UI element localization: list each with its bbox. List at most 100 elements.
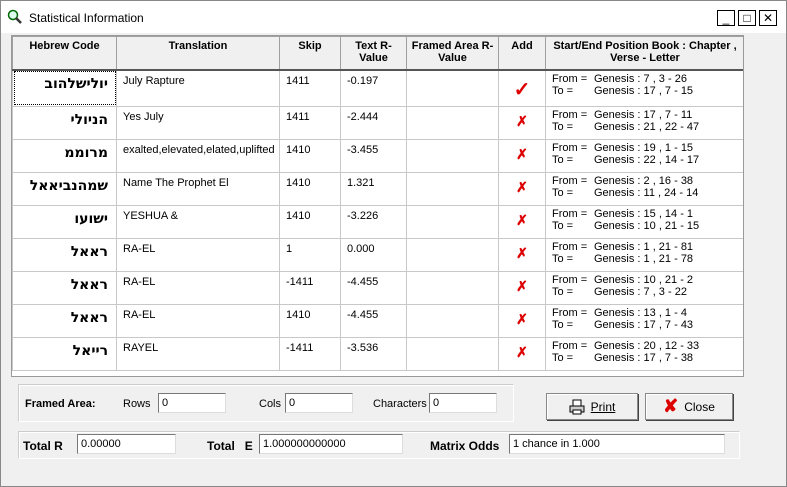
add-cell[interactable]: ✗ <box>498 105 546 140</box>
hebrew-code-cell[interactable]: מרוממ <box>12 138 117 173</box>
framed-area-r-value-cell[interactable] <box>406 204 499 239</box>
matrix-odds-input[interactable] <box>509 434 725 454</box>
position-cell[interactable]: From = Genesis : 1 , 21 - 81 To = Genesis :… <box>545 237 743 272</box>
framed-area-r-value-cell[interactable] <box>406 171 499 206</box>
table-row[interactable]: ראאל RA-EL 1410 -4.455 ✗ From = Genesis : 13 ,… <box>12 303 743 338</box>
table-row[interactable]: שמהנביאאל Name The Prophet El 1410 1.321 ✗ Fr… <box>12 171 743 206</box>
framed-area-r-value-cell[interactable] <box>406 303 499 338</box>
position-cell[interactable]: From = Genesis : 10 , 21 - 2 To = Genesis :… <box>545 270 743 305</box>
add-cell[interactable]: ✗ <box>498 204 546 239</box>
add-cell[interactable]: ✗ <box>498 336 546 371</box>
skip-cell[interactable]: 1410 <box>279 204 341 239</box>
rows-input[interactable] <box>158 393 226 413</box>
position-cell[interactable]: From = Genesis : 2 , 16 - 38 To = Genesis :… <box>545 171 743 206</box>
hebrew-code-cell[interactable]: יולישלהוב <box>12 69 117 107</box>
maximize-button[interactable]: □ <box>738 10 756 26</box>
position-cell[interactable]: From = Genesis : 19 , 1 - 15 To = Genesis :… <box>545 138 743 173</box>
translation-cell[interactable]: Name The Prophet El <box>116 171 280 206</box>
to-label: To = <box>552 153 574 166</box>
hebrew-code-cell[interactable]: שמהנביאאל <box>12 171 117 206</box>
to-label: To = <box>552 285 574 298</box>
column-header[interactable]: Hebrew Code <box>12 36 117 71</box>
framed-area-r-value-cell[interactable] <box>406 270 499 305</box>
position-cell[interactable]: From = Genesis : 7 , 3 - 26 To = Genesis : … <box>545 69 743 107</box>
framed-area-r-value-cell[interactable] <box>406 237 499 272</box>
print-label: Print <box>590 399 616 414</box>
close-button[interactable]: ✘ Close <box>645 393 733 420</box>
add-cell[interactable]: ✗ <box>498 171 546 206</box>
totals-group <box>18 431 740 459</box>
hebrew-code-cell[interactable]: ישועו <box>12 204 117 239</box>
cols-input[interactable] <box>285 393 353 413</box>
translation-cell[interactable]: YESHUA & <box>116 204 280 239</box>
hebrew-code-cell[interactable]: הניולי <box>12 105 117 140</box>
skip-cell[interactable]: 1410 <box>279 303 341 338</box>
table-row[interactable]: ראאל RA-EL -1411 -4.455 ✗ From = Genesis : 10 … <box>12 270 743 305</box>
print-button[interactable]: Print <box>546 393 638 420</box>
text-r-value-cell[interactable]: -0.197 <box>340 69 407 107</box>
skip-cell[interactable]: 1410 <box>279 138 341 173</box>
hebrew-code-cell[interactable]: ראאל <box>12 237 117 272</box>
cross-icon: ✗ <box>516 244 528 261</box>
text-r-value-cell[interactable]: -2.444 <box>340 105 407 140</box>
skip-cell[interactable]: 1411 <box>279 69 341 107</box>
results-grid[interactable]: Hebrew Code Translation Skip Text R-Value Fr… <box>11 35 744 377</box>
translation-cell[interactable]: RA-EL <box>116 303 280 338</box>
add-cell[interactable]: ✓ <box>498 69 546 107</box>
minimize-button[interactable]: _ <box>717 10 735 26</box>
add-cell[interactable]: ✗ <box>498 237 546 272</box>
add-cell[interactable]: ✗ <box>498 138 546 173</box>
column-header[interactable]: Start/End Position Book : Chapter , Vers… <box>545 36 743 71</box>
total-e-input[interactable] <box>259 434 403 454</box>
text-r-value-cell[interactable]: -3.226 <box>340 204 407 239</box>
hebrew-code-cell[interactable]: ראאל <box>12 270 117 305</box>
table-row[interactable]: ראאל RA-EL 1 0.000 ✗ From = Genesis : 1 , 21 -… <box>12 237 743 272</box>
characters-label: Characters <box>373 398 427 410</box>
characters-input[interactable] <box>429 393 497 413</box>
column-header[interactable]: Framed Area R-Value <box>406 36 499 71</box>
column-header[interactable]: Translation <box>116 36 280 71</box>
skip-cell[interactable]: -1411 <box>279 336 341 371</box>
text-r-value-cell[interactable]: -4.455 <box>340 303 407 338</box>
table-row[interactable]: ישועו YESHUA & 1410 -3.226 ✗ From = Genesis : … <box>12 204 743 239</box>
framed-area-r-value-cell[interactable] <box>406 138 499 173</box>
table-row[interactable]: רייאל RAYEL -1411 -3.536 ✗ From = Genesis : 20… <box>12 336 743 371</box>
table-row[interactable]: מרוממ exalted,elevated,elated,uplifted 141… <box>12 138 743 173</box>
text-r-value-cell[interactable]: -4.455 <box>340 270 407 305</box>
translation-cell[interactable]: Yes July <box>116 105 280 140</box>
position-cell[interactable]: From = Genesis : 20 , 12 - 33 To = Genesis … <box>545 336 743 371</box>
column-header[interactable]: Skip <box>279 36 341 71</box>
position-cell[interactable]: From = Genesis : 17 , 7 - 11 To = Genesis :… <box>545 105 743 140</box>
framed-area-r-value-cell[interactable] <box>406 69 499 107</box>
translation-cell[interactable]: RA-EL <box>116 237 280 272</box>
framed-area-r-value-cell[interactable] <box>406 105 499 140</box>
translation-cell[interactable]: exalted,elevated,elated,uplifted <box>116 138 280 173</box>
framed-area-r-value-cell[interactable] <box>406 336 499 371</box>
hebrew-code-cell[interactable]: רייאל <box>12 336 117 371</box>
table-row[interactable]: יולישלהוב July Rapture 1411 -0.197 ✓ From = Ge… <box>12 69 743 107</box>
column-header[interactable]: Text R-Value <box>340 36 407 71</box>
translation-cell[interactable]: RAYEL <box>116 336 280 371</box>
title-bar: Statistical Information _ □ ✕ <box>1 1 786 33</box>
magnifier-icon <box>7 9 22 24</box>
text-r-value-cell[interactable]: -3.455 <box>340 138 407 173</box>
position-cell[interactable]: From = Genesis : 15 , 14 - 1 To = Genesis :… <box>545 204 743 239</box>
translation-cell[interactable]: RA-EL <box>116 270 280 305</box>
to-label: To = <box>552 219 574 232</box>
skip-cell[interactable]: 1410 <box>279 171 341 206</box>
skip-cell[interactable]: -1411 <box>279 270 341 305</box>
skip-cell[interactable]: 1411 <box>279 105 341 140</box>
hebrew-code-cell[interactable]: ראאל <box>12 303 117 338</box>
translation-cell[interactable]: July Rapture <box>116 69 280 107</box>
skip-cell[interactable]: 1 <box>279 237 341 272</box>
text-r-value-cell[interactable]: -3.536 <box>340 336 407 371</box>
position-cell[interactable]: From = Genesis : 13 , 1 - 4 To = Genesis : … <box>545 303 743 338</box>
add-cell[interactable]: ✗ <box>498 303 546 338</box>
text-r-value-cell[interactable]: 0.000 <box>340 237 407 272</box>
column-header[interactable]: Add <box>498 36 546 71</box>
table-row[interactable]: הניולי Yes July 1411 -2.444 ✗ From = Genesis :… <box>12 105 743 140</box>
close-window-button[interactable]: ✕ <box>759 10 777 26</box>
total-r-input[interactable] <box>77 434 176 454</box>
text-r-value-cell[interactable]: 1.321 <box>340 171 407 206</box>
add-cell[interactable]: ✗ <box>498 270 546 305</box>
